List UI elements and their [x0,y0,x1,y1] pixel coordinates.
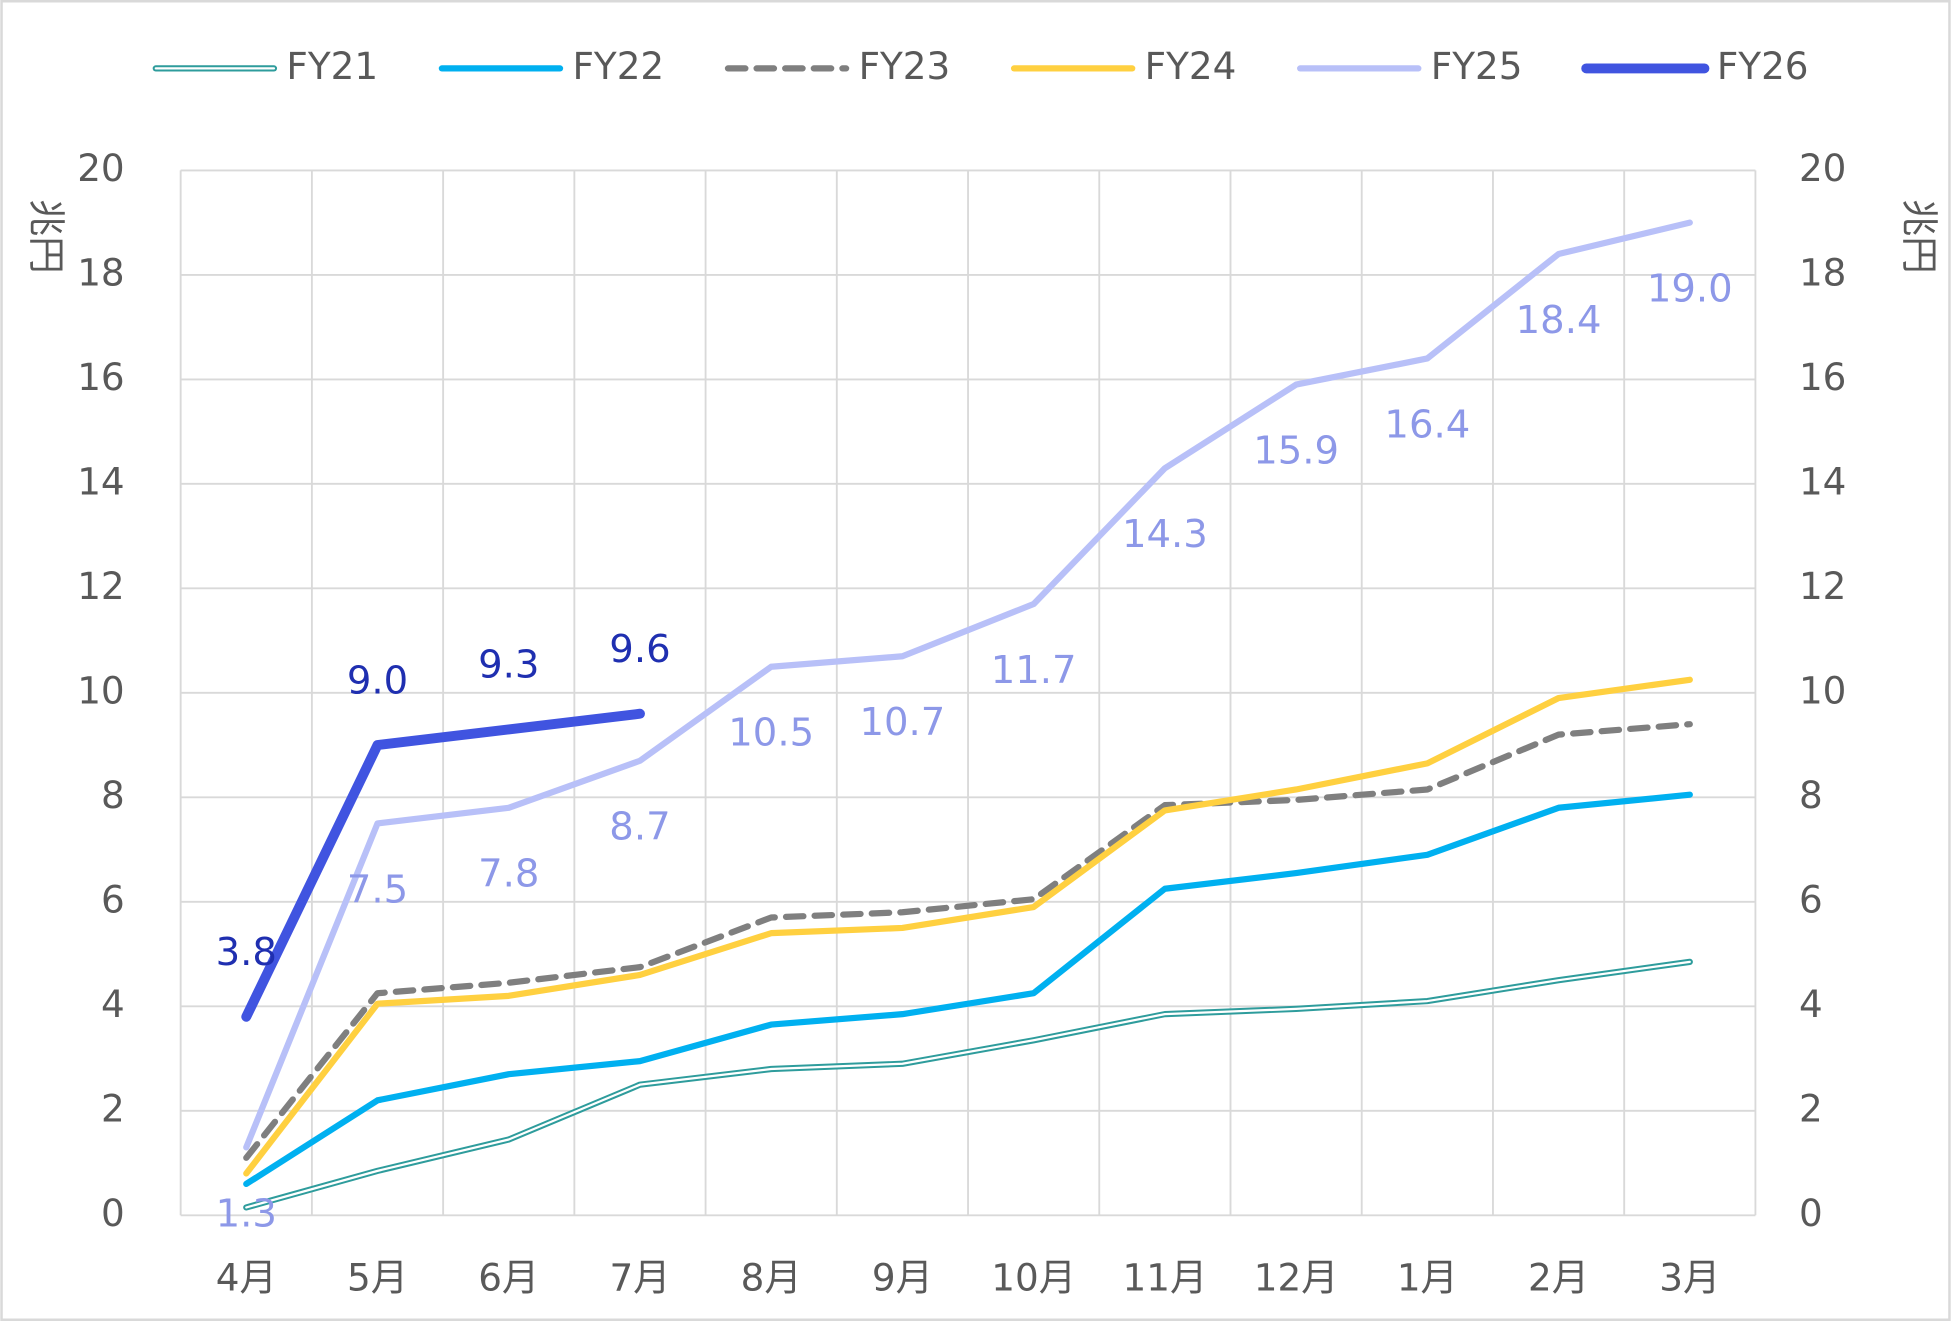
x-tick-label: 9月 [872,1255,933,1299]
x-tick-label: 1月 [1397,1255,1458,1299]
x-tick-label: 3月 [1659,1255,1720,1299]
x-tick-label: 6月 [478,1255,539,1299]
y-axis-label: 兆円 [24,199,68,274]
data-label: 19.0 [1647,267,1733,312]
y-tick-label: 6 [101,877,125,921]
y-tick-label: 18 [77,250,124,294]
data-label: 14.3 [1122,512,1208,557]
data-label: 15.9 [1253,429,1339,474]
y-tick-label: 12 [77,564,124,608]
data-label: 8.7 [609,805,670,850]
y2-axis-label: 兆円 [1898,199,1942,274]
x-tick-label: 12月 [1254,1255,1339,1299]
legend-label: FY24 [1145,44,1237,88]
data-label: 10.5 [728,711,814,756]
y2-tick-label: 0 [1799,1191,1823,1235]
legend-label: FY23 [859,44,951,88]
x-tick-label: 4月 [216,1255,277,1299]
y-tick-label: 10 [77,668,124,712]
y2-tick-label: 8 [1799,773,1823,817]
y-tick-label: 20 [77,146,124,190]
data-label: 11.7 [991,648,1077,693]
y-tick-label: 2 [101,1086,125,1130]
data-label: 7.8 [478,852,539,897]
legend-label: FY22 [572,44,664,88]
x-tick-label: 5月 [347,1255,408,1299]
series-line [243,676,1693,1177]
y2-tick-label: 14 [1799,459,1846,503]
data-label: 3.8 [216,930,277,975]
y2-tick-label: 4 [1799,982,1823,1026]
data-label: 10.7 [860,700,946,745]
series-line [243,219,1693,1151]
data-label: 9.0 [347,658,408,703]
x-tick-label: 2月 [1528,1255,1589,1299]
data-label: 1.3 [216,1191,277,1236]
data-label: 9.3 [478,643,539,688]
series-line [243,721,1693,1161]
x-tick-label: 7月 [609,1255,670,1299]
x-tick-label: 8月 [741,1255,802,1299]
data-label: 16.4 [1384,402,1470,447]
series-line [245,960,1691,1209]
legend-label: FY21 [286,44,378,88]
y-tick-label: 4 [101,982,125,1026]
y2-tick-label: 2 [1799,1086,1823,1130]
data-label: 7.5 [347,867,408,912]
y2-tick-label: 20 [1799,146,1846,190]
series-line [243,791,1693,1188]
y2-tick-label: 18 [1799,250,1846,294]
y2-tick-label: 12 [1799,564,1846,608]
data-label: 18.4 [1516,298,1602,343]
y2-tick-label: 6 [1799,877,1823,921]
x-tick-label: 10月 [991,1255,1076,1299]
legend-label: FY26 [1717,44,1809,88]
series-line [241,708,645,1022]
x-tick-label: 11月 [1122,1255,1207,1299]
y-tick-label: 16 [77,355,124,399]
legend-label: FY25 [1431,44,1523,88]
y-tick-label: 14 [77,459,124,503]
y2-tick-label: 16 [1799,355,1846,399]
y-tick-label: 8 [101,773,125,817]
y-tick-label: 0 [101,1191,125,1235]
data-label: 9.6 [609,627,670,672]
y2-tick-label: 10 [1799,668,1846,712]
